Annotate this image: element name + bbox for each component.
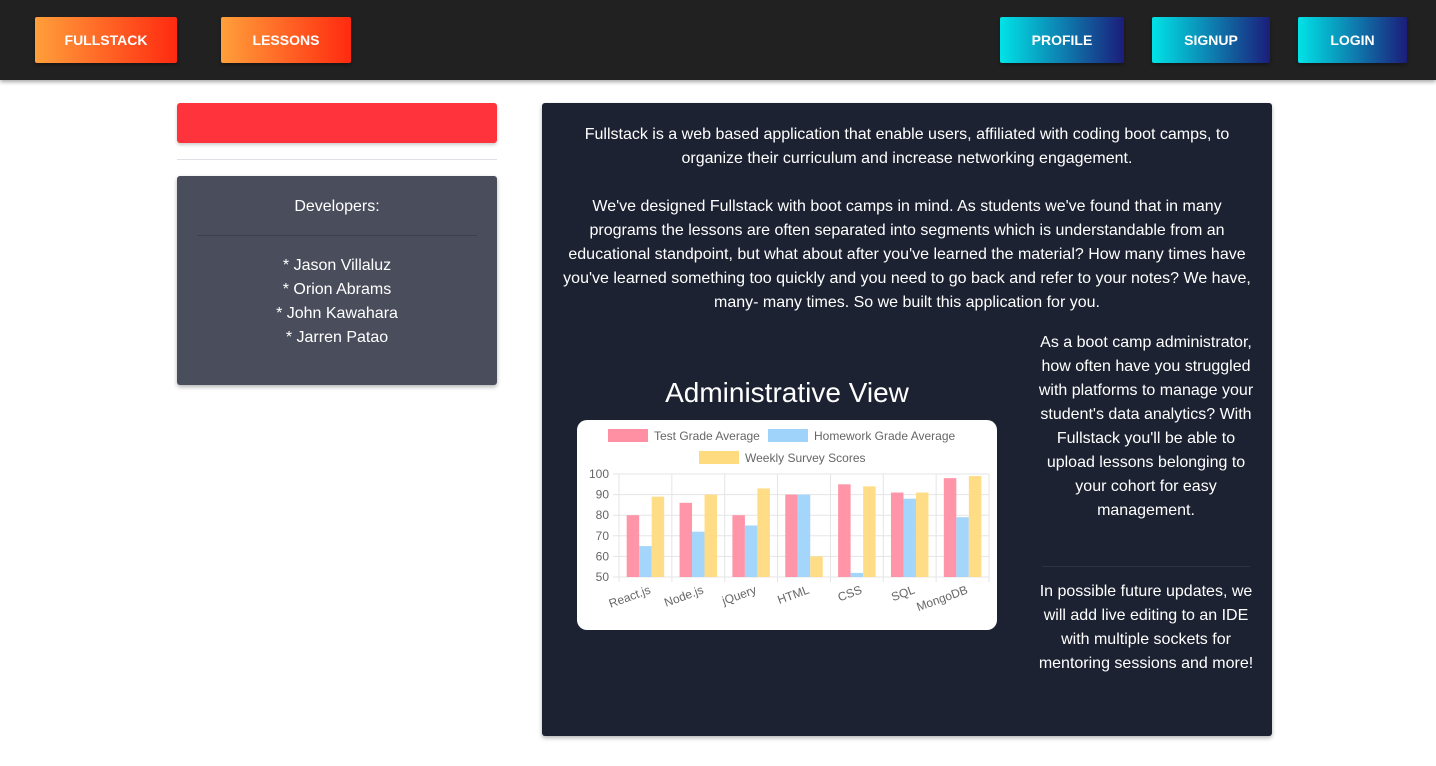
x-tick-label: React.js: [607, 583, 653, 611]
bar: [797, 494, 811, 577]
bar: [679, 502, 693, 577]
bar: [732, 515, 745, 577]
legend-swatch: [699, 451, 739, 464]
bar: [850, 572, 864, 577]
x-tick-label: SQL: [889, 583, 917, 604]
admin-view-title: Administrative View: [665, 377, 909, 408]
red-banner: [177, 103, 497, 143]
developer-name: * Jason Villaluz: [282, 257, 392, 274]
y-tick-label: 70: [596, 529, 610, 543]
intro-paragraph: Fullstack is a web based application tha…: [584, 126, 1230, 167]
developers-list: * Jason Villaluz * Orion Abrams * John K…: [177, 254, 497, 350]
bar: [651, 496, 665, 577]
story-paragraph: We've designed Fullstack with boot camps…: [563, 198, 1251, 311]
bar: [692, 531, 705, 577]
bar: [968, 476, 982, 577]
signup-button[interactable]: SIGNUP: [1152, 17, 1270, 63]
x-tick-label: HTML: [776, 583, 812, 607]
bar: [704, 494, 718, 577]
profile-button[interactable]: PROFILE: [1000, 17, 1124, 63]
y-tick-label: 50: [596, 570, 610, 584]
developers-divider: [197, 235, 477, 236]
fullstack-button[interactable]: FULLSTACK: [35, 17, 177, 63]
legend-swatch: [768, 429, 808, 442]
lessons-button[interactable]: LESSONS: [221, 17, 351, 63]
grade-chart-card: 50 60 70 80 90 100 React.js Node.js jQuery HTML CS…: [577, 420, 997, 630]
navbar: FULLSTACK LESSONS PROFILE SIGNUP LOGIN: [0, 0, 1436, 80]
bar: [838, 484, 851, 577]
bar: [810, 556, 823, 577]
sidebar-divider: [177, 159, 497, 160]
y-tick-label: 60: [596, 549, 610, 563]
legend-swatch: [608, 429, 648, 442]
legend-label: Weekly Survey Scores: [745, 451, 866, 465]
developers-title: Developers:: [294, 198, 380, 215]
admin-paragraph: As a boot camp administrator, how often …: [1038, 334, 1254, 519]
bar: [943, 478, 957, 577]
x-tick-label: Node.js: [662, 583, 705, 610]
bar: [639, 546, 652, 577]
x-tick-label: CSS: [836, 583, 864, 605]
legend-label: Homework Grade Average: [814, 429, 956, 443]
y-tick-label: 90: [596, 488, 610, 502]
developers-card: Developers: * Jason Villaluz * Orion Abr…: [177, 176, 497, 385]
login-button[interactable]: LOGIN: [1298, 17, 1407, 63]
bar: [890, 492, 904, 577]
legend-label: Test Grade Average: [654, 429, 760, 443]
bar: [956, 517, 969, 577]
bar: [863, 486, 876, 577]
developer-name: * Jarren Patao: [285, 329, 389, 346]
x-tick-label: jQuery: [719, 583, 758, 609]
y-tick-label: 100: [589, 467, 609, 481]
main-card: Fullstack is a web based application tha…: [542, 103, 1272, 736]
y-tick-label: 80: [596, 508, 610, 522]
developer-name: * John Kawahara: [276, 305, 398, 322]
bar: [626, 515, 640, 577]
side-divider: [1042, 566, 1250, 567]
grade-chart: 50 60 70 80 90 100 React.js Node.js jQuery HTML CS…: [589, 429, 990, 614]
bar: [757, 488, 770, 577]
bar: [903, 498, 916, 577]
bar: [785, 494, 798, 577]
bar: [744, 525, 758, 577]
future-updates-paragraph: In possible future updates, we will add …: [1038, 583, 1254, 672]
bar: [915, 492, 929, 577]
developer-name: * Orion Abrams: [282, 281, 392, 298]
x-tick-label: MongoDB: [915, 583, 970, 614]
